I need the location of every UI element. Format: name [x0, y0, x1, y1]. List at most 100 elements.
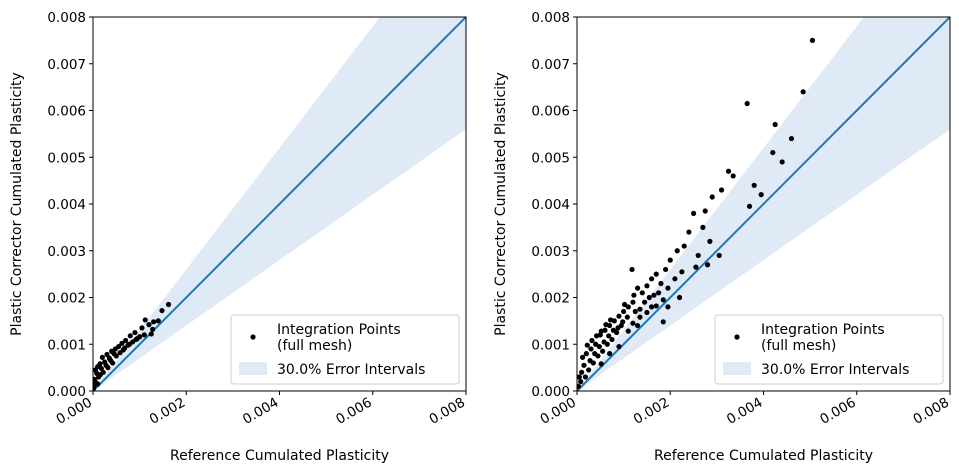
data-point — [133, 336, 139, 343]
data-point — [122, 345, 128, 351]
y-tick-label: 0.001 — [47, 337, 86, 353]
data-point — [631, 292, 637, 298]
data-point — [660, 319, 666, 325]
identity-line — [577, 17, 950, 391]
data-point — [104, 351, 110, 358]
y-tick-label: 0.008 — [47, 10, 86, 26]
data-point — [667, 257, 673, 263]
data-point — [609, 336, 615, 343]
y-tick-label: 0.005 — [531, 150, 570, 166]
data-point — [658, 280, 664, 287]
data-point — [653, 271, 659, 277]
legend: Integration Points(full mesh) 30.0% Error… — [714, 314, 944, 385]
data-point — [674, 248, 680, 254]
data-point — [582, 374, 588, 380]
data-point — [583, 351, 589, 357]
data-point — [139, 325, 145, 331]
data-point — [644, 283, 650, 289]
data-point — [625, 328, 631, 334]
data-point — [718, 187, 725, 193]
data-point — [620, 319, 626, 325]
y-tick-label: 0.001 — [531, 337, 570, 353]
data-point — [676, 294, 683, 301]
y-tick-label: 0.003 — [531, 244, 570, 260]
data-point — [600, 348, 606, 354]
legend-box — [714, 314, 944, 385]
legend-points-label: Integration Points — [761, 322, 885, 338]
data-point — [132, 329, 138, 336]
data-point — [588, 346, 594, 352]
data-point — [606, 333, 612, 339]
data-point — [624, 314, 630, 320]
y-tick-label: 0.002 — [47, 291, 86, 307]
data-point — [693, 264, 699, 270]
data-point — [746, 203, 753, 209]
data-point — [109, 360, 116, 366]
data-point — [704, 262, 711, 268]
legend-point-marker — [250, 334, 256, 340]
y-axis-label: Plastic Corrector Cumulated Plasticity — [493, 72, 509, 336]
data-point — [592, 351, 598, 357]
data-point — [607, 351, 613, 357]
chart-panel-right: 0.000 0.002 0.004 0.006 0.0080.0000.0010.002… — [493, 10, 952, 464]
data-point — [581, 362, 587, 368]
y-tick-label: 0.006 — [47, 104, 86, 120]
data-point — [142, 317, 148, 323]
data-point — [587, 358, 593, 364]
data-point — [635, 285, 641, 291]
data-point — [105, 365, 111, 371]
legend-band-swatch — [723, 362, 751, 375]
data-point — [577, 374, 582, 380]
data-point — [593, 333, 600, 339]
data-point — [97, 372, 104, 378]
y-tick-label: 0.003 — [47, 244, 86, 260]
y-tick-label: 0.006 — [531, 104, 570, 120]
legend-band-label: 30.0% Error Intervals — [277, 362, 425, 378]
legend-box — [230, 314, 460, 385]
data-point — [646, 294, 652, 301]
legend-band-swatch — [239, 362, 267, 375]
x-tick-label: 0.002 — [147, 395, 188, 428]
data-point — [686, 229, 692, 235]
y-tick-label: 0.005 — [47, 150, 86, 166]
y-tick-label: 0.000 — [531, 384, 570, 400]
data-point — [598, 361, 604, 367]
data-point — [809, 37, 816, 43]
data-point — [579, 369, 585, 375]
data-point — [653, 303, 659, 309]
data-point — [610, 327, 616, 333]
data-point — [690, 210, 697, 216]
x-tick-label: 0.006 — [817, 395, 858, 428]
data-point — [751, 182, 757, 188]
data-point — [649, 304, 655, 310]
data-point — [113, 353, 119, 359]
data-point — [632, 308, 638, 315]
y-tick-label: 0.007 — [531, 57, 570, 73]
data-point — [123, 337, 129, 344]
data-point — [665, 304, 671, 310]
y-tick-label: 0.004 — [531, 197, 570, 213]
y-tick-label: 0.008 — [531, 10, 570, 26]
data-point — [621, 301, 628, 308]
data-point — [709, 194, 715, 200]
data-point — [584, 342, 590, 348]
data-point — [137, 334, 143, 340]
data-point — [639, 290, 645, 296]
data-point — [607, 317, 614, 323]
data-point — [126, 341, 132, 347]
data-point — [159, 307, 165, 314]
x-tick-label: 0.004 — [724, 395, 765, 428]
data-point — [662, 266, 669, 273]
data-point — [630, 320, 636, 326]
data-point — [629, 266, 635, 273]
data-point — [578, 379, 584, 385]
legend-band-label: 30.0% Error Intervals — [761, 362, 909, 378]
data-point — [577, 383, 581, 389]
data-point — [151, 319, 157, 325]
data-point — [730, 173, 736, 179]
x-tick-label: 0.006 — [333, 395, 374, 428]
data-point — [695, 252, 701, 259]
y-tick-label: 0.004 — [47, 197, 86, 213]
x-axis-label: Reference Cumulated Plasticity — [654, 448, 873, 464]
data-point — [117, 350, 123, 356]
